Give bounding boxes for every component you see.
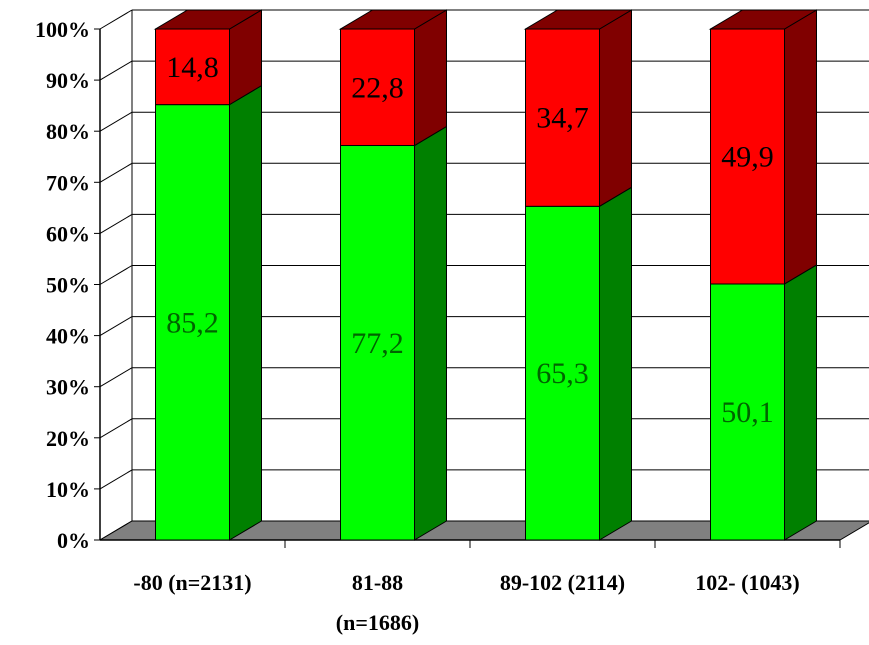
side-wall-gridline bbox=[99, 367, 133, 388]
data-label: 65,3 bbox=[536, 357, 589, 390]
side-wall-gridline bbox=[99, 469, 133, 490]
bar-2-front bbox=[525, 28, 600, 207]
side-wall-gridline bbox=[99, 162, 133, 183]
x-tick-label: 89-102 (2114) bbox=[500, 570, 625, 595]
side-wall-gridline bbox=[99, 213, 133, 234]
y-tick-label: 50% bbox=[46, 273, 90, 298]
x-tick-label: -80 (n=2131) bbox=[133, 570, 251, 595]
bar-2-side bbox=[784, 9, 817, 285]
side-wall-gridline bbox=[99, 316, 133, 337]
y-tick-label: 30% bbox=[46, 375, 90, 400]
bar-2-top bbox=[338, 9, 449, 30]
side-wall-gridline bbox=[99, 60, 133, 81]
x-tick-label: 81-88 bbox=[352, 570, 403, 595]
data-label: 77,2 bbox=[351, 327, 404, 360]
bar-1-side bbox=[599, 186, 632, 541]
data-label: 50,1 bbox=[721, 396, 774, 429]
bar-1-front bbox=[710, 283, 785, 541]
side-wall-gridline bbox=[99, 418, 133, 439]
data-label: 14,8 bbox=[166, 51, 219, 84]
bar-1-side bbox=[414, 125, 447, 541]
bar-2-side bbox=[414, 9, 447, 147]
side-wall-gridline bbox=[99, 111, 133, 132]
y-tick-label: 60% bbox=[46, 221, 90, 246]
y-tick-label: 20% bbox=[46, 426, 90, 451]
data-label: 34,7 bbox=[536, 102, 589, 135]
bar-2-top bbox=[153, 9, 264, 30]
data-label: 85,2 bbox=[166, 306, 219, 339]
x-tick-label: 102- (1043) bbox=[695, 570, 799, 595]
bar-1-side bbox=[229, 84, 262, 541]
y-tick-label: 10% bbox=[46, 477, 90, 502]
data-label: 49,9 bbox=[721, 140, 774, 173]
data-label: 22,8 bbox=[351, 71, 404, 104]
bar-2-top bbox=[708, 9, 819, 30]
y-tick-label: 80% bbox=[46, 119, 90, 144]
bar-2-front bbox=[710, 28, 785, 285]
bar-2-front bbox=[340, 28, 415, 147]
side-wall-gridline bbox=[99, 265, 133, 285]
bar-1-side bbox=[784, 264, 817, 541]
bar-2-top bbox=[523, 9, 634, 30]
y-tick-label: 40% bbox=[46, 324, 90, 349]
x-tick-label-line2: (n=1686) bbox=[336, 610, 419, 635]
y-tick-label: 0% bbox=[57, 528, 90, 553]
bar-1-front bbox=[155, 104, 230, 541]
bar-2-side bbox=[599, 9, 632, 208]
y-tick-label: 90% bbox=[46, 68, 90, 93]
y-tick-label: 70% bbox=[46, 170, 90, 195]
side-wall-gridline bbox=[99, 9, 133, 30]
y-tick-label: 100% bbox=[35, 17, 90, 42]
bar-1-front bbox=[525, 205, 600, 541]
